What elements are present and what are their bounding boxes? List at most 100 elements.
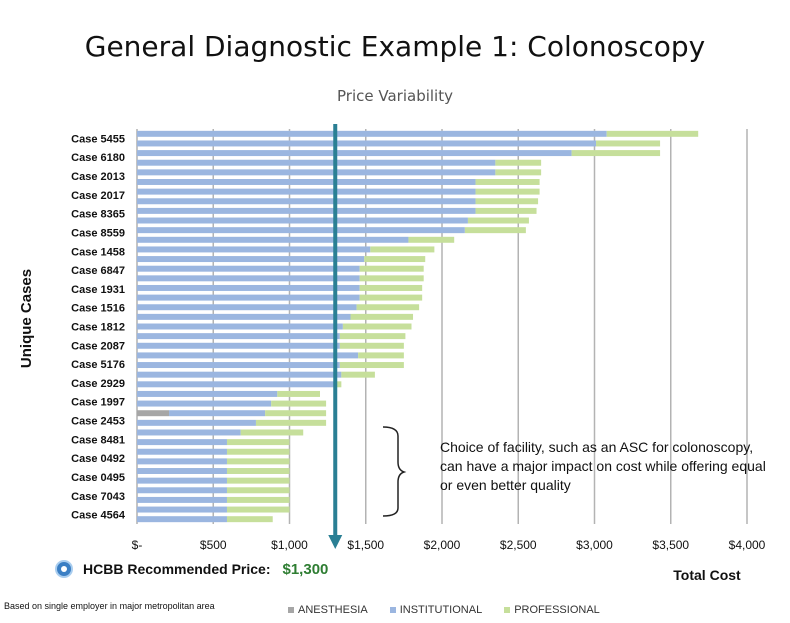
chart-subtitle: Price Variability xyxy=(337,87,453,105)
x-tick-label: $- xyxy=(132,538,143,552)
legend-item-anesthesia: ANESTHESIA xyxy=(288,604,368,616)
bar-36-institutional xyxy=(137,477,227,484)
bar-35-institutional xyxy=(137,468,227,474)
bar-24-professional xyxy=(339,362,404,369)
bar-11-professional xyxy=(408,236,455,243)
bar-34-professional xyxy=(226,458,290,465)
bar-28-professional xyxy=(271,400,327,407)
bar-0-institutional xyxy=(137,130,607,137)
bar-1-professional xyxy=(596,140,661,147)
recommended-price-arrowhead xyxy=(328,535,343,549)
bar-25-institutional xyxy=(137,371,342,378)
row-label: Case 7043 xyxy=(71,491,125,503)
bar-31-professional xyxy=(240,429,304,436)
bar-20-institutional xyxy=(137,323,343,330)
bar-37-institutional xyxy=(137,487,227,494)
row-label: Case 1931 xyxy=(71,284,125,296)
row-label: Case 0492 xyxy=(71,453,125,465)
bar-5-institutional xyxy=(137,179,476,185)
x-tick-label: $4,000 xyxy=(729,538,766,552)
row-label: Case 1997 xyxy=(71,397,125,409)
bar-12-professional xyxy=(370,246,435,253)
bar-2-professional xyxy=(571,150,661,157)
bar-25-professional xyxy=(341,371,375,378)
x-axis-title: Total Cost xyxy=(673,567,741,583)
row-label: Case 1812 xyxy=(71,322,125,334)
row-label: Case 1458 xyxy=(71,246,125,258)
bar-15-institutional xyxy=(137,275,360,282)
bar-29-professional xyxy=(265,410,327,417)
bar-11-institutional xyxy=(137,236,409,243)
x-tick-label: $2,000 xyxy=(424,538,461,552)
bar-8-professional xyxy=(475,207,537,214)
bar-35-professional xyxy=(226,468,290,474)
bar-36-professional xyxy=(226,477,290,484)
row-label: Case 2017 xyxy=(71,190,125,202)
row-label: Case 0495 xyxy=(71,472,125,484)
bar-24-institutional xyxy=(137,362,340,369)
bar-9-institutional xyxy=(137,217,468,224)
bar-16-professional xyxy=(359,284,423,291)
callout-text: Choice of facility, such as an ASC for c… xyxy=(440,439,766,493)
recommended-price-value: $1,300 xyxy=(282,560,329,578)
bar-39-institutional xyxy=(137,506,227,513)
x-tick-label: $3,500 xyxy=(652,538,689,552)
bar-39-professional xyxy=(226,506,290,513)
row-label: Case 5176 xyxy=(71,359,125,371)
bar-32-professional xyxy=(226,439,290,446)
hcbb-logo-icon xyxy=(55,560,73,578)
bar-8-institutional xyxy=(137,207,476,214)
row-label: Case 5455 xyxy=(71,133,125,145)
bar-17-professional xyxy=(359,294,423,301)
bar-34-institutional xyxy=(137,458,227,465)
x-tick-label: $1,000 xyxy=(271,538,308,552)
legend-item-institutional: INSTITUTIONAL xyxy=(389,604,483,616)
legend-swatch-institutional xyxy=(389,607,396,613)
bar-10-professional xyxy=(464,227,526,234)
bar-21-institutional xyxy=(137,333,340,340)
bar-29-institutional xyxy=(169,410,266,417)
bar-23-professional xyxy=(358,352,404,359)
bar-19-institutional xyxy=(137,313,351,320)
bar-30-professional xyxy=(255,419,327,426)
bar-29-anesthesia xyxy=(137,410,170,417)
bar-3-institutional xyxy=(137,159,496,166)
bar-21-professional xyxy=(339,333,406,340)
bar-7-professional xyxy=(475,198,539,205)
bar-2-institutional xyxy=(137,150,572,157)
bar-6-institutional xyxy=(137,188,476,195)
bar-4-professional xyxy=(495,169,542,176)
x-tick-label: $3,000 xyxy=(576,538,613,552)
bar-5-professional xyxy=(475,179,540,185)
bar-38-professional xyxy=(226,496,290,503)
bar-13-institutional xyxy=(137,256,365,263)
bar-7-institutional xyxy=(137,198,476,205)
bar-22-professional xyxy=(339,342,404,349)
bar-19-professional xyxy=(350,313,414,320)
bar-18-professional xyxy=(356,304,420,311)
legend-item-professional: PROFESSIONAL xyxy=(504,604,600,616)
x-tick-label: $2,500 xyxy=(500,538,537,552)
bar-40-institutional xyxy=(137,516,227,523)
bar-15-professional xyxy=(359,275,424,282)
bar-14-professional xyxy=(359,265,424,272)
bar-31-institutional xyxy=(137,429,241,436)
bar-17-institutional xyxy=(137,294,360,301)
bar-1-institutional xyxy=(137,140,597,147)
bar-22-institutional xyxy=(137,342,340,349)
bar-30-institutional xyxy=(137,419,256,426)
row-label: Case 2453 xyxy=(71,416,125,428)
y-axis-title: Unique Cases xyxy=(18,269,35,368)
row-label: Case 4564 xyxy=(71,510,126,522)
legend-swatch-anesthesia xyxy=(288,607,294,613)
bar-18-institutional xyxy=(137,304,357,311)
bar-9-professional xyxy=(467,217,529,224)
row-label: Case 2013 xyxy=(71,171,125,183)
bar-32-institutional xyxy=(137,439,227,446)
row-label: Case 2929 xyxy=(71,378,125,390)
bar-23-institutional xyxy=(137,352,359,359)
recommended-price-label: HCBB Recommended Price: xyxy=(83,561,271,577)
legend-label-institutional: INSTITUTIONAL xyxy=(399,604,483,616)
bar-27-professional xyxy=(277,390,320,397)
